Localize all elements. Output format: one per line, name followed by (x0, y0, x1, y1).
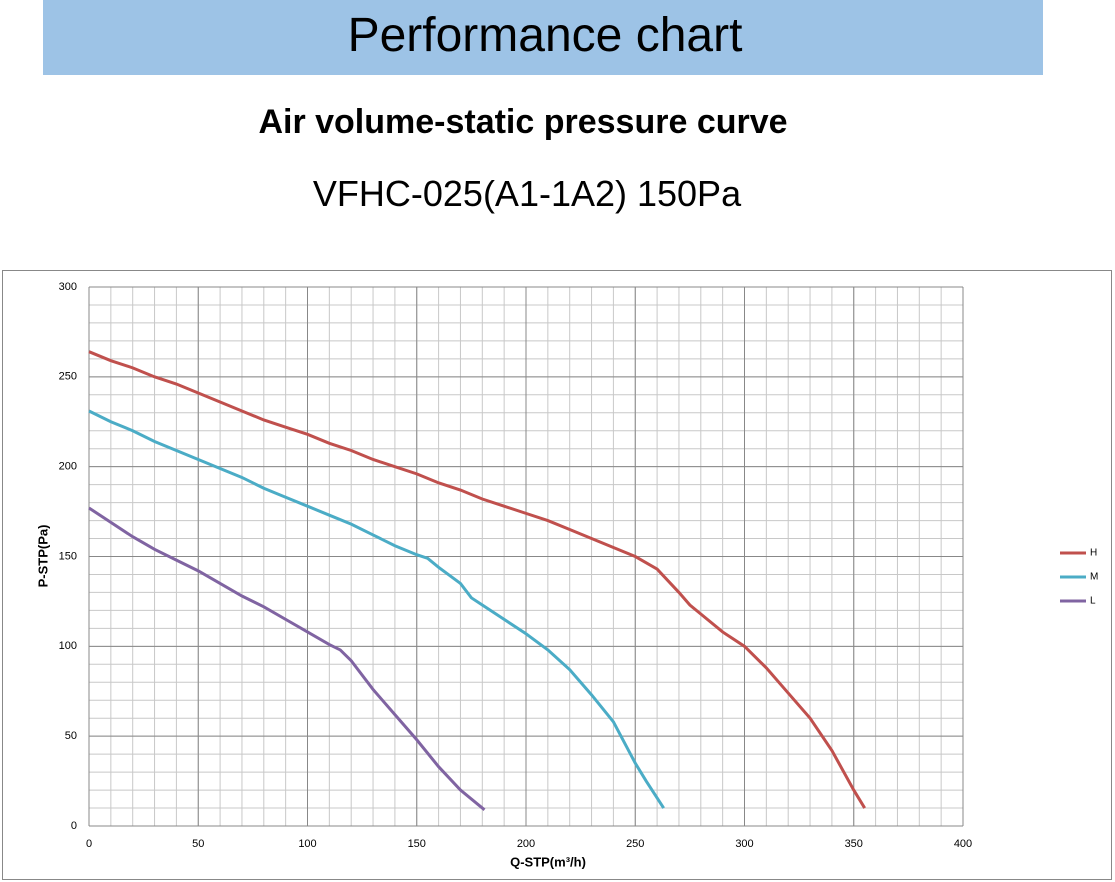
page-title: Performance chart (347, 9, 743, 62)
x-tick-label: 150 (408, 838, 426, 850)
header-band (43, 0, 1043, 75)
y-tick-label: 250 (59, 371, 77, 383)
legend-label: H (1090, 548, 1097, 559)
x-tick-label: 100 (298, 838, 316, 850)
chart-subtitle: VFHC-025(A1-1A2) 150Pa (312, 173, 742, 214)
x-tick-label: 0 (86, 838, 92, 850)
legend-label: L (1090, 596, 1096, 607)
y-tick-label: 200 (59, 461, 77, 473)
x-tick-label: 250 (626, 838, 644, 850)
data-line (88, 409, 665, 809)
data-line (88, 506, 486, 811)
chart-title: Air volume-static pressure curve (258, 103, 788, 141)
chart-frame (2, 270, 1112, 880)
y-tick-label: 150 (59, 550, 77, 562)
x-tick-label: 300 (735, 838, 753, 850)
y-axis-label: P-STP(Pa) (35, 525, 50, 588)
y-tick-label: 300 (59, 281, 77, 293)
y-tick-label: 0 (71, 820, 77, 832)
legend-label: M (1090, 572, 1098, 583)
y-tick-label: 50 (65, 730, 77, 742)
x-tick-label: 400 (954, 838, 972, 850)
x-axis-label: Q-STP(m³/h) (510, 854, 586, 869)
x-tick-label: 350 (845, 838, 863, 850)
x-tick-label: 200 (517, 838, 535, 850)
y-tick-label: 100 (59, 640, 77, 652)
data-line (88, 350, 866, 809)
x-tick-label: 50 (192, 838, 204, 850)
